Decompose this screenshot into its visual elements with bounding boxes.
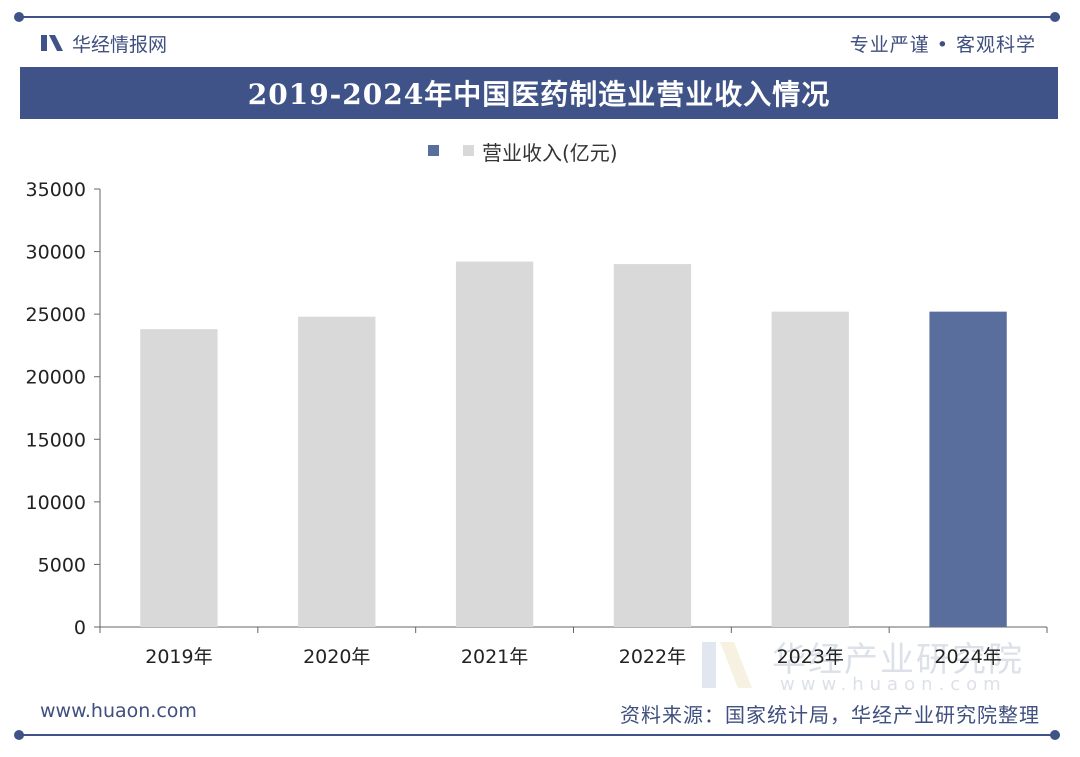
bottom-rule-right-dot xyxy=(1050,730,1060,740)
bar xyxy=(929,311,1007,627)
y-tick-label: 25000 xyxy=(26,304,86,326)
x-tick-label: 2023年 xyxy=(777,646,844,668)
bar-chart: 营业收入(亿元) 0 5000 10000 15000 20000 25000 30000 3… xyxy=(26,141,1048,668)
x-tick-label: 2020年 xyxy=(303,646,370,668)
bar xyxy=(613,264,692,627)
y-tick-label: 5000 xyxy=(38,554,86,576)
legend: 营业收入(亿元) xyxy=(428,141,618,165)
bottom-rule-left-dot xyxy=(14,730,24,740)
watermark-sub: www.huaon.com xyxy=(780,674,1007,695)
brand-name: 华经情报网 xyxy=(72,33,168,56)
bar xyxy=(140,329,218,627)
chart-title-bar: 2019-2024年中国医药制造业营业收入情况 xyxy=(20,67,1058,119)
huajing-logo-icon xyxy=(41,35,63,51)
x-tick-label: 2021年 xyxy=(461,646,528,668)
top-rule-left-dot xyxy=(14,12,24,22)
y-tick-label: 0 xyxy=(74,617,86,639)
y-tick-label: 20000 xyxy=(26,367,86,389)
y-tick-label: 15000 xyxy=(26,429,86,451)
y-tick-label: 35000 xyxy=(26,179,86,201)
bar xyxy=(298,316,376,627)
bar xyxy=(771,311,849,627)
x-axis: 2019年 2020年 2021年 2022年 2023年 2024年 xyxy=(99,626,1048,668)
top-rule xyxy=(20,16,1060,18)
chart-title: 2019-2024年中国医药制造业营业收入情况 xyxy=(247,78,831,111)
slogan: 专业严谨 • 客观科学 xyxy=(849,33,1036,56)
legend-label: 营业收入(亿元) xyxy=(482,141,618,165)
y-tick-label: 10000 xyxy=(26,492,86,514)
x-tick-label: 2022年 xyxy=(619,646,686,668)
watermark-main: 华经产业研究院 xyxy=(772,640,1024,680)
bottom-rule xyxy=(20,734,1060,736)
website-link[interactable]: www.huaon.com xyxy=(40,700,197,722)
legend-swatch-default xyxy=(463,145,474,156)
y-tick-label: 30000 xyxy=(26,242,86,264)
top-rule-right-dot xyxy=(1050,12,1060,22)
data-source: 资料来源：国家统计局，华经产业研究院整理 xyxy=(620,703,1040,727)
legend-swatch-highlight xyxy=(428,145,439,156)
y-axis: 0 5000 10000 15000 20000 25000 30000 35000 xyxy=(26,179,101,639)
bar xyxy=(455,261,534,627)
bars xyxy=(140,261,1007,627)
x-tick-label: 2024年 xyxy=(934,646,1001,668)
brand: 华经情报网 xyxy=(40,30,167,56)
watermark-logo-icon xyxy=(702,642,752,688)
x-tick-label: 2019年 xyxy=(145,646,212,668)
